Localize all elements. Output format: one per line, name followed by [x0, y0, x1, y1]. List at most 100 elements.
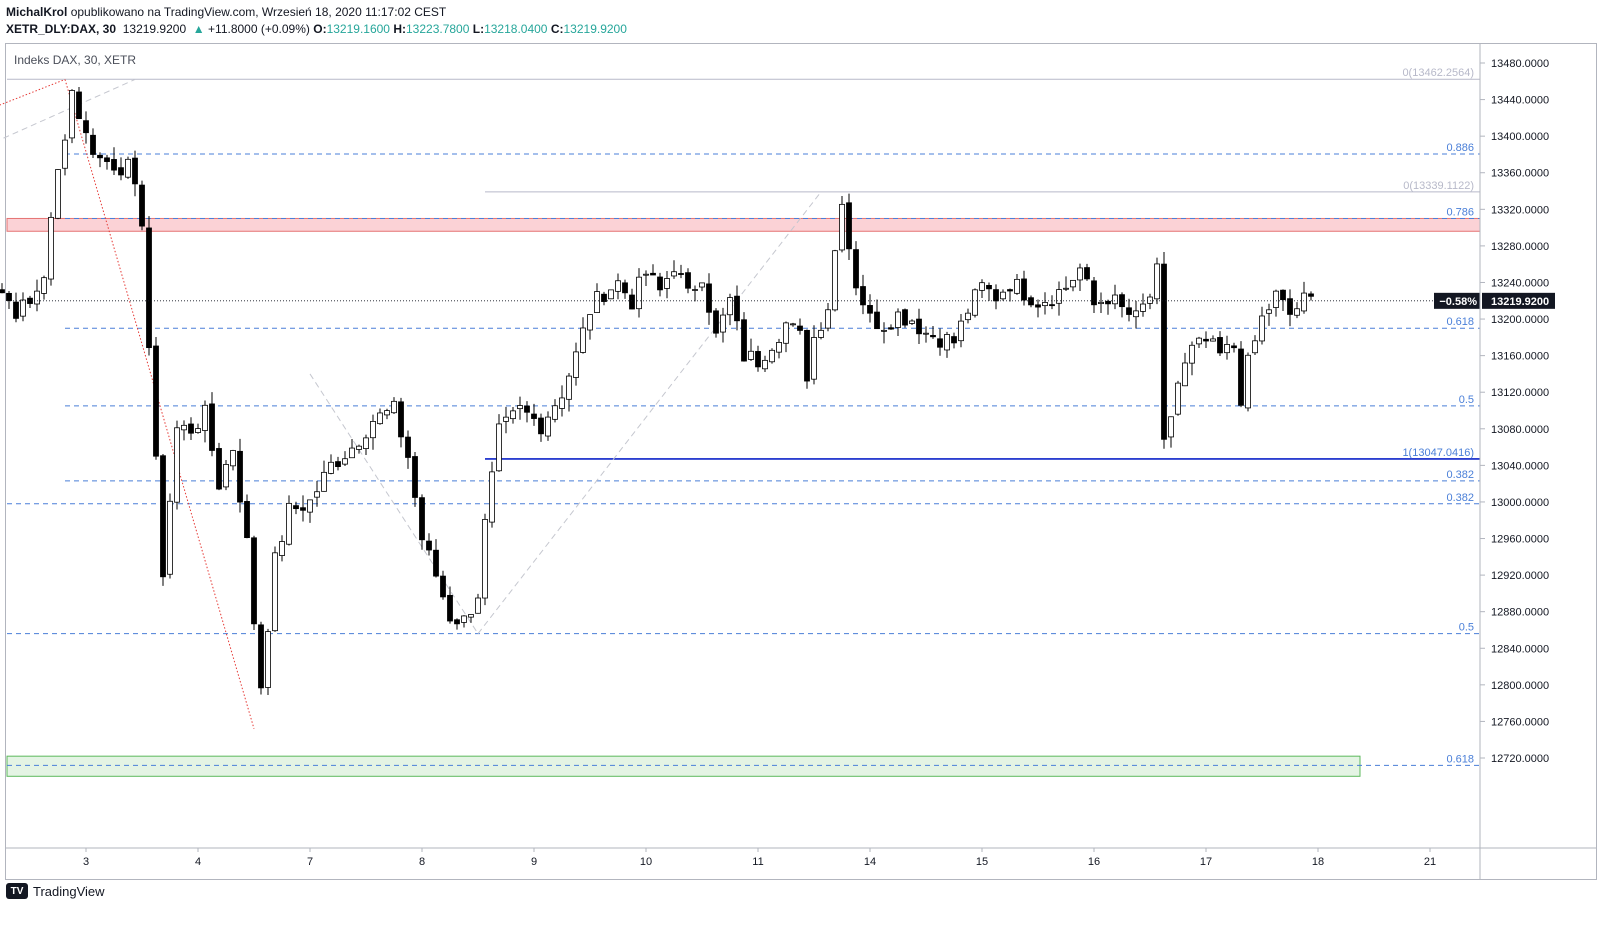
- candle-body: [1119, 294, 1125, 308]
- candle-body: [1294, 308, 1300, 316]
- candle-body: [272, 552, 278, 632]
- candle-body: [888, 327, 894, 330]
- candle-body: [1084, 267, 1090, 280]
- candle-body: [692, 289, 698, 291]
- y-tick-label: 13440.0000: [1491, 95, 1549, 107]
- candle-body: [251, 537, 257, 625]
- candle-body: [762, 359, 768, 370]
- level-label: 0(13339.1122): [1403, 180, 1474, 192]
- candle-body: [1126, 307, 1132, 315]
- candle-body: [181, 424, 187, 431]
- candle-body: [377, 412, 383, 425]
- candle-body: [1147, 296, 1153, 304]
- candle-body: [1049, 304, 1055, 307]
- candle-body: [454, 619, 460, 625]
- candle-body: [615, 280, 621, 292]
- candle-body: [265, 631, 271, 688]
- candle-body: [671, 271, 677, 277]
- candle-body: [125, 158, 131, 178]
- resistance-zone: [6, 217, 1481, 232]
- candle-body: [713, 310, 719, 334]
- candle-body: [1105, 300, 1111, 305]
- candle-body: [1273, 290, 1279, 308]
- open-value: 13219.1600: [326, 22, 390, 36]
- y-tick-label: 12880.0000: [1491, 607, 1549, 619]
- candle-body: [237, 450, 243, 503]
- candle-body: [573, 351, 579, 378]
- candle-body: [1014, 278, 1020, 294]
- candle-body: [195, 428, 201, 433]
- trend-line: [0, 79, 136, 141]
- trend-line: [64, 79, 255, 729]
- candle-body: [209, 403, 215, 451]
- y-tick-label: 13280.0000: [1491, 241, 1549, 253]
- ohlc-header: XETR_DLY:DAX, 30 13219.9200 ▲ +11.8000 (…: [6, 22, 627, 36]
- candle-body: [440, 575, 446, 598]
- y-tick-label: 13400.0000: [1491, 131, 1549, 143]
- candle-body: [664, 278, 670, 289]
- candle-body: [895, 311, 901, 328]
- candle-body: [741, 319, 747, 362]
- y-tick-label: 12960.0000: [1491, 534, 1549, 546]
- candle-body: [139, 184, 145, 227]
- candle-body: [1189, 344, 1195, 364]
- candle-body: [783, 322, 789, 344]
- candle-body: [1280, 289, 1286, 301]
- change-value: +11.8000 (+0.09%): [208, 22, 310, 36]
- y-tick-label: 12920.0000: [1491, 570, 1549, 582]
- candle-body: [258, 624, 264, 689]
- level-label: 0.5: [1459, 622, 1474, 634]
- price-tag-label: 13219.9200: [1491, 296, 1549, 308]
- candle-body: [748, 350, 754, 360]
- y-tick-label: 13480.0000: [1491, 58, 1549, 70]
- candle-body: [839, 203, 845, 251]
- candle-body: [314, 491, 320, 498]
- candle-body: [1077, 267, 1083, 281]
- last-price: 13219.9200: [122, 22, 187, 36]
- candle-body: [846, 202, 852, 250]
- level-label: 0.618: [1446, 316, 1474, 328]
- candle-body: [90, 134, 96, 155]
- candle-body: [146, 227, 152, 349]
- candle-body: [1007, 289, 1013, 292]
- level-label: 0.5: [1459, 394, 1474, 406]
- candle-body: [1224, 344, 1230, 354]
- close-value: 13219.9200: [563, 22, 627, 36]
- candle-body: [776, 342, 782, 353]
- x-tick-label: 18: [1312, 856, 1324, 868]
- candle-body: [223, 464, 229, 488]
- candle-body: [916, 318, 922, 335]
- candle-body: [734, 295, 740, 322]
- change-tag-label: −0.58%: [1439, 296, 1477, 308]
- x-tick-label: 3: [83, 856, 89, 868]
- candle-body: [363, 437, 369, 450]
- candles: [0, 86, 1314, 695]
- candle-body: [286, 502, 292, 545]
- candle-body: [643, 273, 649, 276]
- candle-body: [300, 507, 306, 511]
- chart-legend: Indeks DAX, 30, XETR: [14, 53, 137, 67]
- x-tick-label: 11: [752, 856, 763, 868]
- y-tick-label: 12840.0000: [1491, 643, 1549, 655]
- candle-body: [993, 289, 999, 302]
- candle-body: [853, 249, 859, 289]
- candle-body: [216, 448, 222, 490]
- candle-body: [636, 276, 642, 310]
- candle-body: [1287, 298, 1293, 315]
- low-label: L:: [472, 22, 485, 36]
- candle-body: [930, 335, 936, 338]
- candle-body: [48, 216, 54, 280]
- level-label: 0(13462.2564): [1402, 67, 1474, 79]
- candle-body: [944, 334, 950, 351]
- candle-body: [496, 423, 502, 472]
- candle-body: [720, 314, 726, 333]
- candle-body: [412, 456, 418, 498]
- candle-body: [83, 120, 89, 134]
- candle-body: [468, 614, 474, 618]
- trend-line: [309, 373, 479, 634]
- y-tick-label: 13240.0000: [1491, 277, 1549, 289]
- candle-body: [1154, 263, 1160, 300]
- candle-body: [34, 290, 40, 305]
- y-tick-label: 13320.0000: [1491, 204, 1549, 216]
